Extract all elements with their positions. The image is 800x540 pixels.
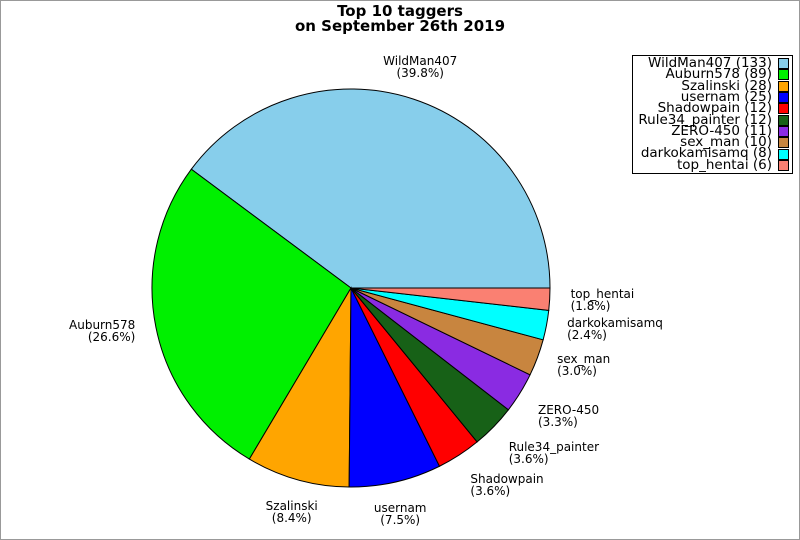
pie-slice-label-percent: (3.6%) bbox=[508, 452, 549, 467]
legend-swatch-top_hentai bbox=[778, 159, 789, 171]
legend-label: top_hentai (6) bbox=[676, 156, 772, 173]
pie-slice-label-percent: (1.8%) bbox=[570, 299, 611, 314]
legend-swatch-Rule34_painter bbox=[778, 114, 789, 126]
legend-label: WildMan407 (133) bbox=[648, 55, 772, 72]
legend-row-top_hentai: top_hentai (6) bbox=[635, 156, 789, 173]
legend-row-ZERO-450: ZERO-450 (11) bbox=[635, 122, 789, 139]
pie-slice-label-Shadowpain: Shadowpain (3.6%) bbox=[470, 473, 543, 497]
pie-slice-WildMan407 bbox=[190, 88, 551, 289]
pie-slice-label-WildMan407: WildMan407 (39.8%) bbox=[383, 55, 457, 79]
legend-swatch-Auburn578 bbox=[778, 69, 789, 81]
legend-label: sex_man (10) bbox=[680, 134, 772, 151]
legend-label: darkokamisamq (8) bbox=[640, 145, 772, 162]
pie-slice-label-percent: (3.6%) bbox=[470, 483, 511, 498]
pie-slice-label-percent: (39.8%) bbox=[396, 66, 444, 81]
legend-box: WildMan407 (133) Auburn578 (89) Szalinski … bbox=[632, 55, 793, 174]
pie-slice-label-usernam: usernam (7.5%) bbox=[374, 502, 427, 526]
pie-slice-label-percent: (3.3%) bbox=[538, 414, 578, 429]
legend-swatch-ZERO-450 bbox=[778, 125, 789, 137]
legend-row-Szalinski: Szalinski (28) bbox=[635, 77, 789, 94]
pie-slice-label-name: darkokamisamq bbox=[567, 316, 663, 331]
legend-swatch-Szalinski bbox=[778, 80, 789, 92]
legend-label: Rule34_painter (12) bbox=[638, 111, 772, 128]
pie-slice-Szalinski bbox=[248, 286, 352, 488]
pie-slice-label-top_hentai: top_hentai (1.8%) bbox=[571, 288, 635, 312]
pie-slice-top_hentai bbox=[350, 287, 551, 311]
legend-swatch-sex_man bbox=[778, 137, 789, 149]
legend-row-WildMan407: WildMan407 (133) bbox=[635, 55, 789, 72]
legend-row-Rule34_painter: Rule34_painter (12) bbox=[635, 111, 789, 128]
pie-slice-label-darkokamisamq: darkokamisamq (2.4%) bbox=[567, 317, 663, 341]
legend-label: Auburn578 (89) bbox=[665, 66, 772, 83]
pie-slice-label-name: sex_man bbox=[557, 352, 611, 366]
pie-slice-label-name: ZERO-450 bbox=[538, 402, 600, 417]
pie-slice-label-ZERO-450: ZERO-450 (3.3%) bbox=[538, 404, 599, 428]
pie-slice-label-name: Auburn578 bbox=[69, 318, 136, 333]
legend-label: Shadowpain (12) bbox=[657, 100, 772, 117]
pie-slice-label-sex_man: sex_man (3.0%) bbox=[557, 353, 610, 377]
legend-swatch-WildMan407 bbox=[778, 58, 789, 70]
pie-slice-label-percent: (8.4%) bbox=[271, 510, 312, 525]
legend-row-sex_man: sex_man (10) bbox=[635, 134, 789, 151]
pie-slice-label-percent: (7.5%) bbox=[380, 513, 421, 528]
legend-label: Szalinski (28) bbox=[681, 77, 772, 94]
chart-title-line1: Top 10 taggers bbox=[337, 2, 463, 20]
legend-swatch-darkokamisamq bbox=[778, 148, 789, 160]
pie-slice-label-Auburn578: Auburn578 (26.6%) bbox=[69, 319, 135, 343]
legend-row-darkokamisamq: darkokamisamq (8) bbox=[635, 145, 789, 162]
pie-slice-label-percent: (3.0%) bbox=[557, 364, 597, 378]
pie-slice-Auburn578 bbox=[151, 168, 352, 460]
pie-slice-label-name: WildMan407 bbox=[383, 54, 458, 69]
pie-slice-label-percent: (2.4%) bbox=[567, 328, 607, 343]
pie-slice-label-name: Szalinski bbox=[265, 498, 318, 513]
pie-slice-label-name: top_hentai bbox=[570, 287, 635, 302]
chart-title: Top 10 taggers on September 26th 2019 bbox=[1, 4, 799, 34]
pie-slice-label-Szalinski: Szalinski (8.4%) bbox=[266, 500, 318, 524]
legend-row-Auburn578: Auburn578 (89) bbox=[635, 66, 789, 83]
legend-row-Shadowpain: Shadowpain (12) bbox=[635, 100, 789, 117]
pie-slice-label-percent: (26.6%) bbox=[87, 330, 136, 345]
pie-slice-label-Rule34_painter: Rule34_painter (3.6%) bbox=[509, 441, 599, 465]
pie-slice-label-name: Shadowpain bbox=[470, 471, 544, 486]
chart-title-line2: on September 26th 2019 bbox=[294, 17, 506, 35]
legend-label: ZERO-450 (11) bbox=[671, 122, 772, 139]
pie-slice-label-name: usernam bbox=[373, 501, 427, 516]
legend-swatch-usernam bbox=[778, 92, 789, 104]
legend-swatch-Shadowpain bbox=[778, 103, 789, 115]
pie-slice-label-name: Rule34_painter bbox=[508, 440, 600, 455]
legend-label: usernam (25) bbox=[680, 88, 772, 105]
legend-row-usernam: usernam (25) bbox=[635, 88, 789, 105]
